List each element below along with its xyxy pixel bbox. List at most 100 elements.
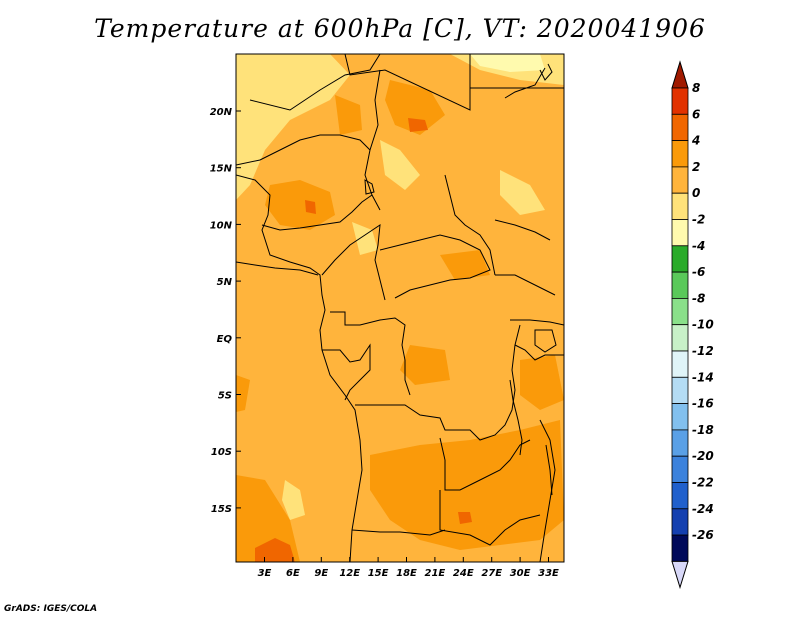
colorbar-label: 8 bbox=[692, 81, 700, 95]
lat-tick-label: 5N bbox=[217, 277, 233, 288]
coastline-east bbox=[504, 67, 546, 99]
border-east-lakes bbox=[514, 344, 564, 361]
latitude-axis: 20N 15N 10N 5N EQ 5S 10S 15S bbox=[210, 107, 241, 515]
lake-tanganyika bbox=[509, 379, 523, 456]
field-patch-cool bbox=[380, 140, 420, 190]
colorbar-label: -20 bbox=[692, 449, 714, 463]
colorbar-segment bbox=[671, 482, 689, 510]
colorbar-segment bbox=[671, 455, 689, 483]
colorbar-bottom-arrow bbox=[671, 560, 689, 590]
red-sea-coast bbox=[539, 63, 553, 81]
field-patch-hot bbox=[408, 118, 428, 132]
colorbar-label: 4 bbox=[691, 134, 700, 148]
colorbar-segment bbox=[671, 271, 689, 299]
colorbar-label: -4 bbox=[692, 239, 705, 253]
colorbar-segment bbox=[671, 350, 689, 378]
colorbar-label: -6 bbox=[692, 265, 705, 279]
border-sahel bbox=[236, 134, 371, 166]
colorbar-label: -26 bbox=[692, 528, 714, 542]
border-cameroon bbox=[321, 223, 386, 301]
lon-tick-label: 18E bbox=[396, 568, 417, 579]
field-patch-cool bbox=[282, 480, 305, 520]
colorbar-segment bbox=[671, 87, 689, 115]
colorbar-segment bbox=[671, 297, 689, 326]
colorbar-label: -24 bbox=[692, 502, 714, 516]
border-drc-south bbox=[355, 324, 521, 441]
lon-tick-label: 3E bbox=[258, 568, 272, 579]
field-patch-cold bbox=[470, 54, 545, 72]
field-patch-warm bbox=[265, 180, 335, 230]
lat-tick-label: 15S bbox=[211, 504, 232, 515]
colorbar: 8 6 4 2 0 -2 -4 -6 -8 -10 -12 -14 -16 -18 -20 -22 -24 -26 bbox=[671, 60, 714, 590]
lat-tick-label: EQ bbox=[217, 334, 233, 345]
map-frame bbox=[235, 53, 565, 563]
border-sahara bbox=[249, 54, 381, 111]
lat-tick-label: 10S bbox=[211, 447, 232, 458]
lat-tick-label: 15N bbox=[210, 164, 233, 175]
colorbar-segment bbox=[671, 403, 689, 431]
lon-tick-label: 33E bbox=[538, 568, 559, 579]
lon-tick-label: 12E bbox=[339, 568, 360, 579]
lon-tick-label: 30E bbox=[510, 568, 531, 579]
field-patch-warm bbox=[440, 250, 490, 280]
colorbar-segment bbox=[671, 219, 689, 247]
colorbar-label: -2 bbox=[692, 213, 705, 227]
field-patch-cool bbox=[500, 170, 545, 215]
field-patch-warm bbox=[385, 80, 445, 135]
grads-credit: GrADS: IGES/COLA bbox=[4, 604, 98, 614]
lake-victoria bbox=[534, 329, 557, 353]
colorbar-segment bbox=[671, 508, 689, 536]
coastline-west-africa bbox=[236, 174, 363, 562]
border-sudan bbox=[444, 174, 496, 276]
colorbar-segment bbox=[671, 113, 689, 142]
border-drc-west bbox=[322, 343, 371, 401]
border-tanzania bbox=[510, 319, 564, 326]
border-zambia bbox=[439, 437, 531, 491]
lon-tick-label: 21E bbox=[425, 568, 446, 579]
border-nigeria bbox=[261, 194, 373, 231]
colorbar-label: -18 bbox=[692, 423, 714, 437]
border-zambia-south bbox=[439, 490, 541, 546]
field-patch-hot bbox=[255, 538, 295, 562]
field-patch-warm bbox=[236, 375, 250, 412]
field-patch-hot bbox=[458, 512, 472, 524]
field-patch-warm bbox=[400, 345, 450, 385]
colorbar-segment bbox=[671, 192, 689, 220]
colorbar-label: -8 bbox=[692, 291, 705, 305]
lake-chad bbox=[364, 179, 375, 195]
lon-tick-label: 9E bbox=[314, 568, 328, 579]
lat-tick-label: 10N bbox=[210, 220, 233, 231]
temperature-field bbox=[236, 54, 564, 562]
colorbar-segment bbox=[671, 376, 689, 404]
lon-tick-label: 24E bbox=[453, 568, 474, 579]
longitude-axis: 3E 6E 9E 12E 15E 18E 21E 24E 27E 30E 33E bbox=[258, 557, 559, 579]
colorbar-segment bbox=[671, 324, 689, 352]
colorbar-label: -16 bbox=[692, 397, 714, 411]
field-patch-warm bbox=[236, 475, 300, 562]
colorbar-segment bbox=[671, 140, 689, 168]
colorbar-segment bbox=[671, 245, 689, 273]
colorbar-segment bbox=[671, 534, 689, 562]
boundaries bbox=[236, 54, 564, 562]
colorbar-label: 6 bbox=[692, 107, 700, 121]
lon-tick-label: 27E bbox=[481, 568, 502, 579]
border-car bbox=[379, 234, 491, 299]
colorbar-top-arrow bbox=[671, 60, 689, 89]
border-ethiopia bbox=[494, 219, 551, 241]
field-patch-warm bbox=[335, 95, 362, 135]
lon-tick-label: 6E bbox=[286, 568, 300, 579]
border-angola-namibia bbox=[351, 529, 446, 536]
map-title: Temperature at 600hPa [C], VT: 202004190… bbox=[94, 14, 706, 43]
colorbar-label: -22 bbox=[692, 476, 714, 490]
field-patch-hot bbox=[305, 200, 316, 214]
border-south-sudan bbox=[495, 274, 556, 296]
lon-tick-label: 15E bbox=[368, 568, 389, 579]
border-libya bbox=[344, 54, 471, 111]
border-congo bbox=[330, 311, 411, 396]
lake-malawi bbox=[545, 444, 553, 496]
colorbar-segment bbox=[671, 429, 689, 457]
coastline-gulf bbox=[236, 261, 319, 276]
colorbar-segment bbox=[671, 166, 689, 194]
lat-tick-label: 5S bbox=[218, 391, 232, 402]
